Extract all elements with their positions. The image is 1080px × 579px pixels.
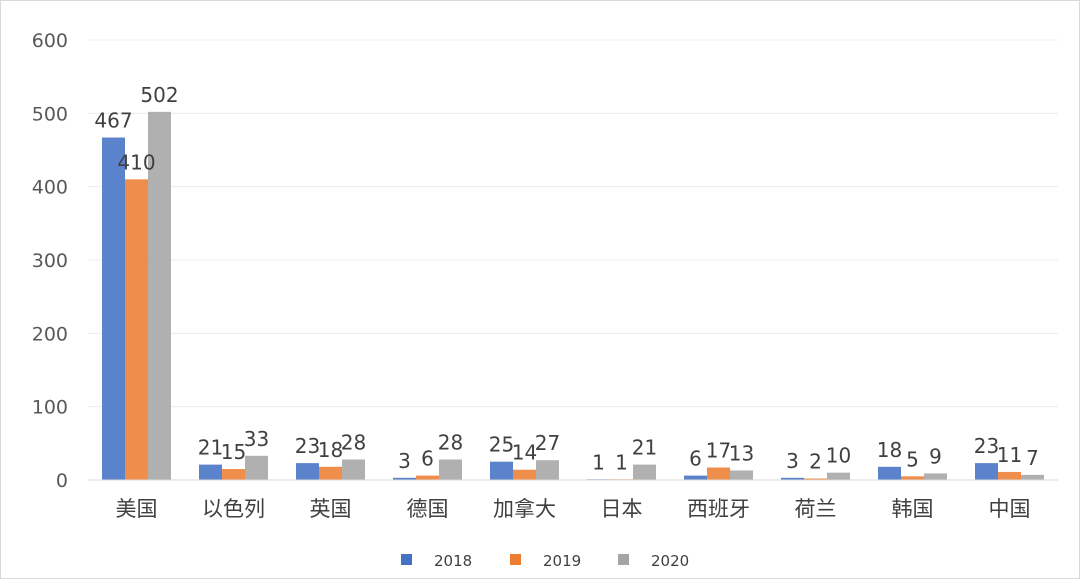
data-label: 28 (438, 430, 463, 454)
data-label: 2 (809, 450, 822, 474)
data-label: 10 (826, 444, 851, 468)
bar-2019-韩国 (901, 476, 924, 480)
bar-2018-西班牙 (684, 475, 707, 480)
bar-2018-德国 (393, 477, 416, 480)
y-tick-label: 0 (56, 470, 68, 492)
x-tick-label: 荷兰 (795, 497, 837, 521)
bar-2019-美国 (125, 179, 148, 481)
legend-swatch-2018 (401, 554, 412, 565)
x-tick-label: 德国 (407, 497, 449, 521)
legend: 2018 2019 2020 (401, 552, 689, 570)
bar-2020-荷兰 (827, 472, 850, 480)
bar-2020-英国 (342, 459, 365, 480)
bar-2019-英国 (319, 466, 342, 480)
data-label: 11 (997, 443, 1022, 467)
data-label: 23 (974, 434, 999, 458)
bar-2019-中国 (998, 471, 1021, 480)
y-tick-label: 200 (32, 323, 68, 345)
bar-2020-中国 (1021, 474, 1044, 480)
x-tick-label: 以色列 (202, 497, 265, 521)
y-tick-label: 400 (32, 177, 68, 199)
data-label: 14 (512, 441, 537, 465)
y-tick-label: 300 (32, 250, 68, 272)
bars (102, 111, 1044, 481)
bar-2018-荷兰 (781, 477, 804, 480)
bar-2018-韩国 (878, 466, 901, 480)
y-axis-ticks: 0 100 200 300 400 500 600 (32, 30, 68, 492)
data-label: 3 (398, 449, 411, 473)
legend-label: 2018 (434, 552, 472, 570)
x-axis-ticks: 美国 以色列 英国 德国 加拿大 日本 西班牙 荷兰 韩国 中国 (116, 497, 1031, 521)
data-label: 18 (318, 438, 343, 462)
data-label: 13 (729, 441, 754, 465)
legend-swatch-2020 (618, 554, 629, 565)
bar-2019-加拿大 (513, 469, 536, 480)
data-label: 21 (198, 436, 223, 460)
x-tick-label: 加拿大 (493, 497, 556, 521)
bar-2019-西班牙 (707, 467, 730, 480)
data-label: 15 (221, 440, 246, 464)
bar-2020-美国 (148, 111, 171, 480)
data-label: 17 (706, 439, 731, 463)
legend-label: 2019 (543, 552, 581, 570)
data-label: 21 (632, 436, 657, 460)
data-label: 33 (244, 427, 269, 451)
bar-2020-加拿大 (536, 460, 559, 480)
bar-2018-英国 (296, 463, 319, 480)
bar-2018-加拿大 (490, 461, 513, 480)
x-tick-label: 美国 (116, 497, 158, 521)
data-label: 5 (906, 447, 919, 471)
data-label: 1 (592, 450, 605, 474)
data-label: 7 (1026, 446, 1039, 470)
x-tick-label: 中国 (989, 497, 1031, 521)
bar-2018-中国 (975, 463, 998, 480)
data-label: 410 (117, 150, 155, 174)
bar-2019-荷兰 (804, 478, 827, 480)
legend-swatch-2019 (510, 554, 521, 565)
bar-2020-西班牙 (730, 470, 753, 480)
bar-2019-以色列 (222, 469, 245, 480)
bar-2020-德国 (439, 459, 462, 480)
bar-2018-以色列 (199, 464, 222, 480)
gridlines (88, 39, 1058, 408)
legend-label: 2020 (651, 552, 689, 570)
data-label: 6 (421, 447, 434, 471)
bar-2020-韩国 (924, 473, 947, 480)
data-label: 9 (929, 444, 942, 468)
data-label: 3 (786, 449, 799, 473)
bar-2020-日本 (633, 464, 656, 480)
x-tick-label: 西班牙 (687, 497, 750, 521)
data-label: 18 (877, 438, 902, 462)
y-tick-label: 600 (32, 30, 68, 52)
x-tick-label: 韩国 (892, 497, 934, 521)
data-label: 27 (535, 431, 560, 455)
y-tick-label: 500 (32, 103, 68, 125)
bar-2018-美国 (102, 137, 125, 481)
y-tick-label: 100 (32, 397, 68, 419)
data-label: 25 (489, 433, 514, 457)
data-label: 6 (689, 447, 702, 471)
data-label: 502 (140, 83, 178, 107)
bar-2019-德国 (416, 475, 439, 480)
bar-2020-以色列 (245, 455, 268, 480)
data-label: 467 (94, 109, 132, 133)
x-tick-label: 英国 (310, 497, 352, 521)
data-label: 28 (341, 430, 366, 454)
data-label: 1 (615, 450, 628, 474)
data-label: 23 (295, 434, 320, 458)
x-tick-label: 日本 (601, 497, 643, 521)
